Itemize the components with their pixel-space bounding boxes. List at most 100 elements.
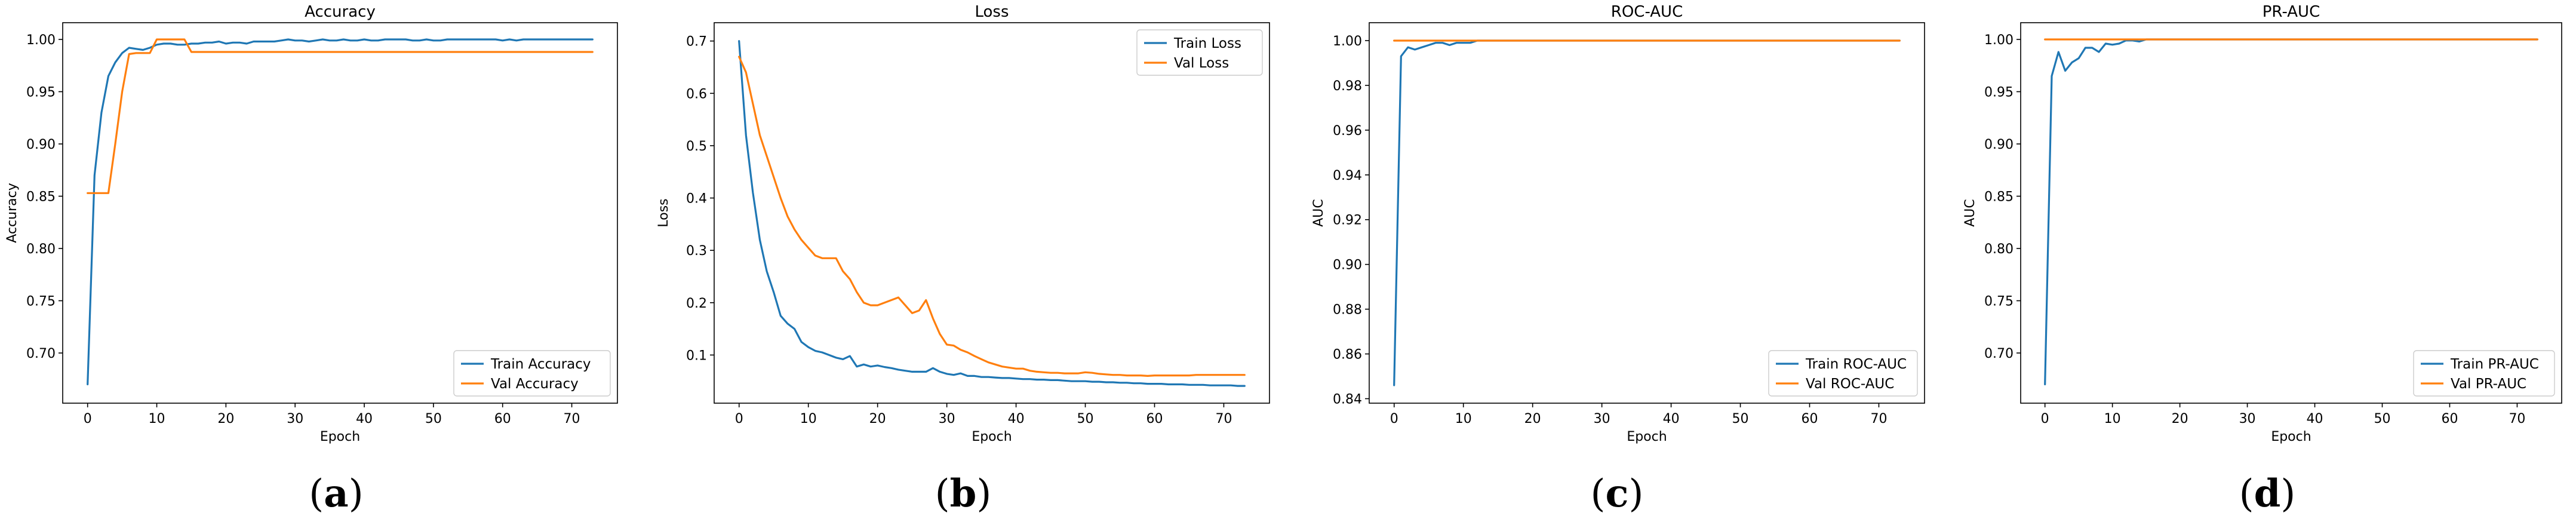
chart-title: PR-AUC [2263, 3, 2320, 21]
y-tick-label: 1.00 [26, 33, 56, 48]
x-tick-label: 0 [1390, 412, 1398, 426]
x-tick-label: 30 [939, 412, 955, 426]
x-tick-label: 50 [2374, 412, 2391, 426]
panel-caption: (d) [2239, 471, 2296, 516]
y-tick-label: 0.75 [1984, 294, 2014, 309]
caption-paren-open: ( [309, 472, 324, 516]
legend-label: Val ROC-AUC [1806, 376, 1894, 392]
y-tick-label: 0.94 [1333, 168, 1362, 183]
caption-paren-close: ) [2280, 472, 2295, 516]
x-tick-label: 70 [1870, 412, 1887, 426]
caption-paren-open: ( [2239, 472, 2254, 516]
caption-letter: b [950, 471, 977, 516]
y-tick-label: 0.70 [26, 346, 56, 361]
y-tick-label: 0.75 [26, 294, 56, 309]
caption-letter: a [324, 471, 348, 516]
caption-paren-close: ) [976, 472, 991, 516]
chart-panel-b: Loss 0 10 20 30 40 50 60 70 0.1 0.2 0.3 0.4 0.5 0.6 0.7… [656, 3, 1270, 516]
x-tick-label: 40 [2307, 412, 2323, 426]
x-tick-label: 10 [149, 412, 165, 426]
x-tick-label: 50 [1732, 412, 1749, 426]
y-tick-label: 0.92 [1333, 213, 1362, 228]
caption-paren-close: ) [349, 472, 364, 516]
y-tick-label: 0.4 [686, 192, 707, 207]
legend-box [453, 350, 611, 397]
y-tick-label: 0.98 [1333, 79, 1362, 94]
legend-box [1768, 350, 1918, 397]
x-tick-label: 10 [1455, 412, 1472, 426]
x-tick-label: 50 [1077, 412, 1094, 426]
x-tick-label: 20 [1524, 412, 1541, 426]
legend-label: Train ROC-AUC [1805, 357, 1907, 372]
y-tick-label: 0.96 [1333, 124, 1362, 139]
legend-box [2413, 350, 2555, 397]
y-tick-label: 0.2 [686, 296, 707, 311]
x-axis-label: Epoch [1627, 429, 1667, 444]
x-tick-label: 10 [2104, 412, 2121, 426]
x-tick-label: 0 [84, 412, 92, 426]
caption-paren-close: ) [1628, 472, 1643, 516]
series-group [1393, 39, 1901, 386]
x-tick-label: 20 [869, 412, 886, 426]
x-axis-label: Epoch [320, 429, 360, 444]
chart-title: ROC-AUC [1611, 3, 1683, 21]
y-tick-label: 0.7 [686, 35, 707, 50]
y-tick-label: 0.1 [686, 348, 707, 363]
legend-box [1136, 29, 1263, 76]
x-tick-label: 30 [1594, 412, 1610, 426]
x-tick-label: 70 [1215, 412, 1232, 426]
axes-frame [2020, 22, 2562, 404]
x-tick-label: 40 [1008, 412, 1025, 426]
x-axis-label: Epoch [2271, 429, 2311, 444]
legend-label: Train Accuracy [490, 357, 591, 372]
legend-label: Val Accuracy [491, 376, 579, 392]
legend: Train Accuracy Val Accuracy [453, 350, 611, 397]
x-tick-label: 40 [1663, 412, 1680, 426]
caption-letter: c [1606, 471, 1629, 516]
caption-paren-open: ( [1591, 472, 1606, 516]
chart-title: Loss [975, 3, 1009, 21]
x-tick-label: 20 [217, 412, 234, 426]
legend-label: Val Loss [1174, 56, 1229, 71]
x-tick-label: 60 [494, 412, 511, 426]
y-axis-label: Accuracy [5, 183, 20, 242]
x-tick-label: 40 [356, 412, 373, 426]
chart-panel-c: ROC-AUC 0 10 20 30 40 50 60 70 0.84 0.86 0.88 0.90 0.… [1311, 3, 1925, 516]
series-line-train-accuracy [87, 38, 594, 386]
caption-letter: d [2254, 471, 2281, 516]
chart-panel-a: Accuracy 0 10 20 30 40 50 60 70 0.70 0.75 0.80 0.85 0… [5, 3, 618, 516]
legend-label: Train Loss [1173, 36, 1241, 51]
y-tick-label: 0.95 [1984, 85, 2014, 100]
x-tick-label: 30 [287, 412, 303, 426]
chart-title: Accuracy [305, 3, 376, 21]
x-tick-label: 0 [735, 412, 743, 426]
y-tick-label: 0.86 [1333, 348, 1362, 363]
x-tick-label: 70 [2509, 412, 2525, 426]
y-tick-label: 0.90 [26, 137, 56, 152]
y-tick-label: 0.70 [1984, 346, 2014, 361]
panel-caption: (b) [935, 471, 992, 516]
axes-frame [62, 22, 618, 404]
y-tick-label: 1.00 [1333, 34, 1362, 49]
axes-frame [1369, 22, 1925, 404]
x-tick-label: 30 [2239, 412, 2256, 426]
series-group [87, 38, 594, 386]
axes-frame [714, 22, 1270, 404]
x-tick-label: 60 [2441, 412, 2458, 426]
x-tick-label: 20 [2172, 412, 2188, 426]
y-tick-label: 0.3 [686, 244, 707, 259]
legend-label: Val PR-AUC [2451, 376, 2526, 392]
y-axis-label: AUC [1311, 199, 1326, 227]
y-tick-label: 0.5 [686, 139, 707, 154]
series-line-train-pr-auc [2044, 38, 2538, 386]
y-tick-label: 0.6 [686, 87, 707, 102]
chart-panel-d: PR-AUC 0 10 20 30 40 50 60 70 0.70 0.75 0.80 0.85 0.9… [1963, 3, 2562, 516]
x-tick-label: 60 [1802, 412, 1818, 426]
y-tick-label: 1.00 [1984, 33, 2014, 48]
series-line-val-accuracy [87, 38, 594, 194]
x-tick-label: 50 [425, 412, 442, 426]
legend: Train ROC-AUC Val ROC-AUC [1768, 350, 1918, 397]
x-tick-label: 60 [1146, 412, 1163, 426]
series-line-train-roc-auc [1393, 39, 1901, 386]
